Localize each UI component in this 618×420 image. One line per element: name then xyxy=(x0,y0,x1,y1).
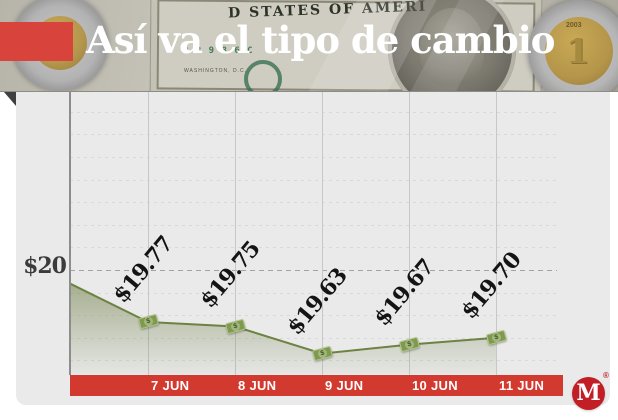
y-axis-line xyxy=(69,92,71,375)
page-title: Así va el tipo de cambio xyxy=(86,18,555,62)
h-gridline xyxy=(70,202,557,204)
h-gridline xyxy=(70,247,557,249)
x-axis-date-label: 9 JUN xyxy=(325,378,364,393)
h-gridline xyxy=(70,157,557,158)
h-gridline xyxy=(70,337,557,339)
bill-caption: WASHINGTON, D.C. xyxy=(184,68,247,74)
x-axis-date-label: 11 JUN xyxy=(499,378,545,393)
marker-dollar-glyph: $ xyxy=(403,339,415,351)
marker-dollar-glyph: $ xyxy=(229,320,241,333)
washington-head xyxy=(420,8,484,86)
y-axis-reference-label: $20 xyxy=(23,253,67,279)
date-axis-bar xyxy=(70,375,563,396)
h-gridline xyxy=(70,134,557,136)
v-gridline xyxy=(235,92,236,375)
bill-serial-number: 0 2 9 8 6 C xyxy=(183,46,254,56)
h-gridline xyxy=(70,111,557,113)
x-axis-date-label: 10 JUN xyxy=(412,378,458,393)
milenio-logo: M xyxy=(572,377,605,410)
x-axis-date-label: 8 JUN xyxy=(238,378,277,393)
h-gridline xyxy=(70,179,557,181)
marker-dollar-glyph: $ xyxy=(490,332,502,344)
v-gridline xyxy=(496,92,497,375)
v-gridline xyxy=(322,92,323,375)
h-gridline xyxy=(70,360,557,362)
v-gridline xyxy=(409,92,410,375)
marker-dollar-glyph: $ xyxy=(316,348,328,360)
reference-line-20 xyxy=(70,270,557,271)
marker-dollar-glyph: $ xyxy=(142,316,154,328)
h-gridline xyxy=(70,224,557,226)
x-axis-date-label: 7 JUN xyxy=(151,378,190,393)
registered-mark-icon: ® xyxy=(603,371,609,380)
v-gridline xyxy=(148,92,149,375)
treasury-seal-icon xyxy=(244,60,282,91)
peso-coin-right-center xyxy=(545,17,613,85)
panel-fold-corner xyxy=(4,92,16,106)
coin-denomination-text: 1 xyxy=(566,32,590,72)
coin-year-text: 2003 xyxy=(566,22,582,29)
title-red-block xyxy=(0,22,73,61)
